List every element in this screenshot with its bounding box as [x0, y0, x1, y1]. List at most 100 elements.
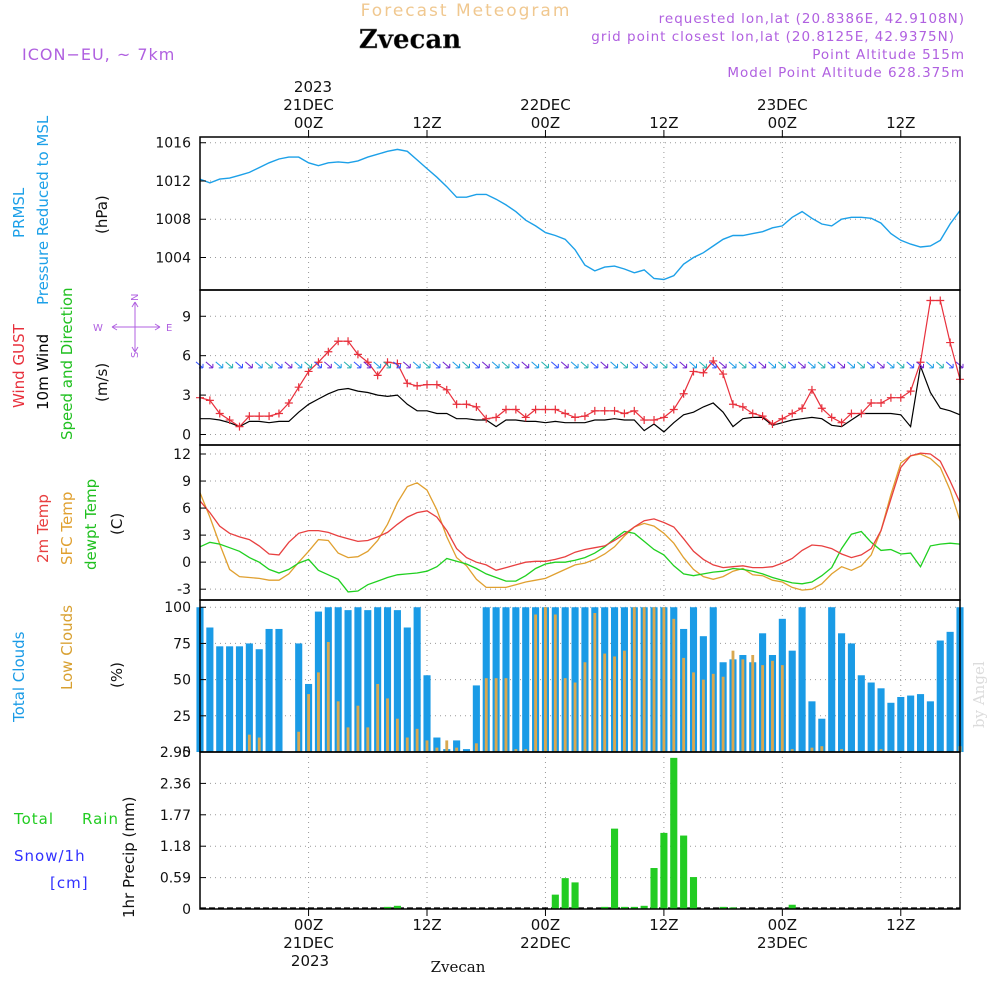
precip-rain-label: Rain: [82, 810, 119, 828]
precip-bar: [719, 906, 727, 909]
top-hour-label: 00Z: [294, 114, 323, 132]
wind-direction-arrow: [679, 361, 688, 369]
wind-direction-arrow: [580, 361, 589, 369]
y-tick-label: 6: [182, 349, 191, 365]
cloud-low-bar: [613, 656, 616, 752]
gust-marker: [699, 368, 708, 377]
gust-marker: [225, 416, 234, 425]
gridpoint-coords: grid point closest lon,lat (20.8125E, 42…: [591, 29, 955, 45]
cloud-low-bar: [790, 749, 794, 752]
cloud-low-bar: [721, 676, 725, 752]
gust-marker: [659, 413, 668, 422]
cloud-total-bar: [453, 740, 461, 752]
gust-marker: [274, 409, 283, 418]
wind-direction-arrow: [896, 361, 905, 369]
cloud-total-bar: [946, 631, 954, 752]
grid-lines: [200, 137, 960, 910]
precip-bar: [601, 906, 609, 909]
cloud-low-bar: [425, 740, 429, 752]
wind-direction-arrow: [886, 361, 895, 369]
cloud-total-bar: [235, 646, 244, 752]
cloud-total-bar: [838, 633, 846, 752]
cloud-low-bar: [445, 740, 449, 752]
panel-frame-clouds: [199, 599, 961, 753]
panel-frame-pressure: [199, 136, 961, 291]
cloud-total-bar: [818, 718, 826, 752]
cloud-total-bar: [936, 640, 944, 752]
gust-marker: [294, 383, 303, 392]
wind-direction-arrow: [837, 361, 846, 369]
precip-bar: [551, 894, 559, 909]
wind-direction-arrow: [521, 361, 530, 369]
cloud-low-bar: [771, 660, 774, 752]
wind-direction-arrow: [245, 361, 253, 369]
cloud-low-bar: [534, 614, 538, 752]
cloud-low-bar: [741, 659, 745, 752]
dewpt-line: [199, 530, 961, 593]
wind-direction-arrow: [215, 361, 224, 369]
gust-marker: [442, 385, 451, 394]
wind-direction-arrow: [768, 361, 776, 369]
cloud-total-bar: [462, 749, 471, 752]
wind-direction-arrow: [304, 361, 313, 369]
wind-direction-arrow: [866, 361, 875, 369]
model-label: ICON−EU, ~ 7km: [22, 45, 175, 64]
cloud-low-bar: [366, 727, 370, 752]
bottom-date-label: 23DEC: [757, 934, 808, 952]
wind-direction-arrow: [856, 361, 865, 369]
cloud-low-bar: [761, 665, 765, 752]
wind-direction-arrow: [205, 361, 214, 369]
gust-marker: [511, 405, 520, 414]
compass-east: E: [166, 323, 172, 334]
gust-marker: [600, 406, 609, 415]
bottom-year: 2023: [291, 952, 329, 970]
wind-direction-arrow: [323, 361, 332, 369]
cloud-low-bar: [711, 673, 715, 752]
wind-direction-arrow: [708, 361, 717, 369]
precip-bar: [689, 877, 698, 909]
cloud-total-bar: [798, 607, 806, 752]
gust-marker: [590, 406, 599, 415]
wind-direction-arrow: [491, 361, 500, 369]
wind-direction-arrow: [333, 361, 342, 369]
gust-marker: [334, 337, 343, 346]
precip-bar: [571, 882, 579, 909]
gust-marker: [521, 413, 530, 422]
panel-frames: [199, 136, 961, 910]
top-hour-label: 12Z: [886, 114, 915, 132]
gust-marker: [926, 296, 935, 305]
gust-marker: [344, 337, 353, 346]
cloud-low-bar: [395, 718, 399, 752]
wind-direction-arrow: [827, 361, 836, 369]
wind-unit: (m/s): [93, 363, 111, 402]
cloud-total-bar: [206, 627, 214, 752]
wind-direction-arrow: [422, 361, 431, 369]
gust-marker: [580, 412, 589, 421]
gust-marker: [373, 371, 382, 380]
wind-10m-label: 10m Wind: [34, 334, 52, 410]
cloud-low-bar: [840, 749, 843, 752]
wind-gust-label: Wind GUST: [10, 323, 28, 408]
cloud-low-bar: [780, 665, 784, 752]
wind-direction-arrow: [511, 361, 520, 369]
precip-bar: [610, 828, 619, 909]
wind-direction-arrow: [432, 361, 441, 369]
temp-dewpt-label: dewpt Temp: [82, 479, 100, 570]
requested-coords: requested lon,lat (20.8386E, 42.9108N): [659, 11, 965, 27]
cloud-low-bar: [336, 701, 340, 752]
compass-arrows: [111, 301, 161, 353]
top-date-label: 23DEC: [757, 96, 808, 114]
y-tick-label: 0: [182, 902, 191, 918]
gust-marker: [679, 389, 688, 398]
cloud-total-bar: [275, 628, 283, 752]
product-title: Forecast Meteogram: [361, 1, 572, 21]
cloud-unit: (%): [108, 662, 126, 688]
cloud-low-bar: [326, 641, 330, 752]
wind-direction-arrow: [235, 361, 243, 369]
gust-marker: [817, 404, 826, 413]
gust-marker: [906, 387, 915, 396]
precip-total-label: Total: [13, 810, 54, 828]
y-tick-label: 3: [182, 528, 191, 544]
bottom-hour-label: 12Z: [412, 916, 441, 934]
